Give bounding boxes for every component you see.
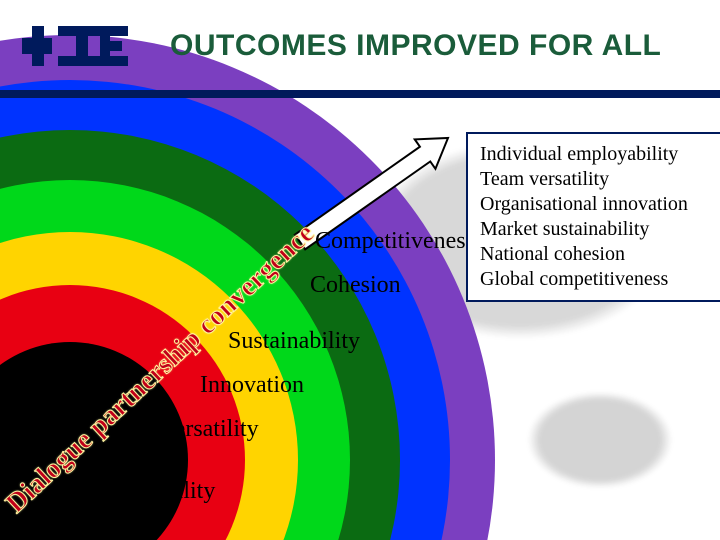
callout-item-5: Global competitiveness (480, 267, 720, 292)
ring-label-cohesion: Cohesion (310, 272, 401, 299)
ring-label-sustainability: Sustainability (228, 328, 360, 355)
ring-label-versatility: Versatility (160, 416, 259, 443)
ring-label-competitiveness: Competitiveness (315, 228, 475, 255)
title-underline (0, 90, 720, 98)
logo-svg (22, 18, 142, 74)
callout-item-2: Organisational innovation (480, 192, 720, 217)
slide: OUTCOMES IMPROVED FOR ALL Competitivenes… (0, 0, 720, 540)
callout-box: Individual employabilityTeam versatility… (466, 132, 720, 302)
ring-label-innovation: Innovation (200, 372, 304, 399)
callout-item-1: Team versatility (480, 167, 720, 192)
callout-item-4: National cohesion (480, 242, 720, 267)
callout-item-3: Market sustainability (480, 217, 720, 242)
page-title: OUTCOMES IMPROVED FOR ALL (170, 29, 661, 63)
callout-item-0: Individual employability (480, 142, 720, 167)
ring-label-employability: Employability (78, 478, 215, 505)
logo (22, 18, 142, 74)
